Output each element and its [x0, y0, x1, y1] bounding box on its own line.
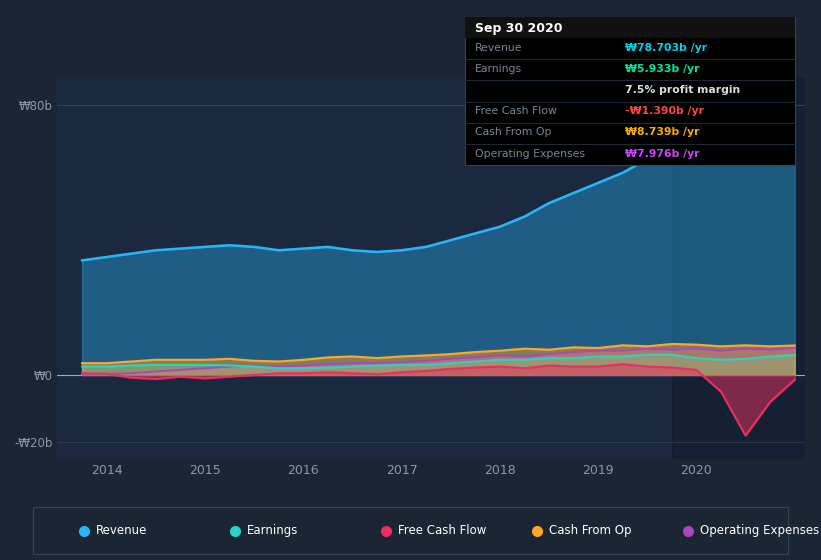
- Text: Operating Expenses: Operating Expenses: [475, 148, 585, 158]
- Text: -₩1.390b /yr: -₩1.390b /yr: [625, 106, 704, 116]
- Text: Revenue: Revenue: [475, 43, 522, 53]
- Text: Earnings: Earnings: [247, 524, 299, 537]
- Text: ₩5.933b /yr: ₩5.933b /yr: [625, 64, 699, 74]
- Text: Operating Expenses: Operating Expenses: [700, 524, 819, 537]
- Text: Earnings: Earnings: [475, 64, 521, 74]
- Text: Free Cash Flow: Free Cash Flow: [398, 524, 487, 537]
- Bar: [672, 78, 805, 459]
- Text: Cash From Op: Cash From Op: [475, 127, 551, 137]
- Text: ₩78.703b /yr: ₩78.703b /yr: [625, 43, 707, 53]
- Text: ₩8.739b /yr: ₩8.739b /yr: [625, 127, 699, 137]
- Text: Cash From Op: Cash From Op: [549, 524, 631, 537]
- Text: Sep 30 2020: Sep 30 2020: [475, 22, 562, 35]
- Text: Revenue: Revenue: [96, 524, 148, 537]
- Text: ₩7.976b /yr: ₩7.976b /yr: [625, 148, 699, 158]
- Text: Free Cash Flow: Free Cash Flow: [475, 106, 557, 116]
- Text: 7.5% profit margin: 7.5% profit margin: [625, 85, 740, 95]
